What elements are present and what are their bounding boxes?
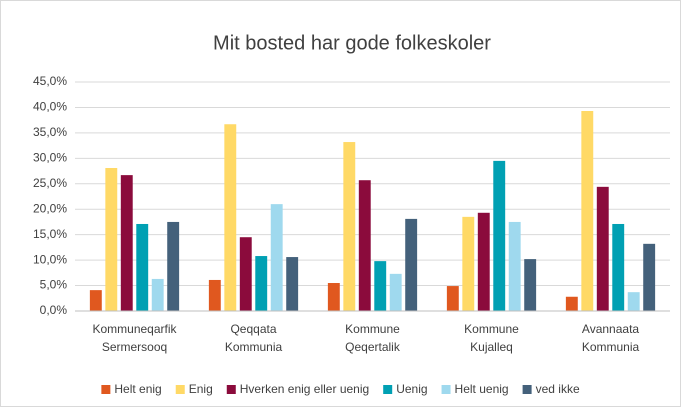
bar [327, 283, 340, 311]
legend-label: Enig [189, 382, 213, 396]
y-tick-label: 20,0% [33, 201, 67, 215]
bar [255, 256, 268, 311]
legend-swatch [441, 385, 451, 394]
legend-swatch [383, 385, 393, 394]
legend-swatch [101, 385, 111, 394]
bar [508, 221, 521, 311]
x-tick-label: Kommunia [582, 340, 640, 354]
bar [462, 216, 475, 311]
x-tick-label: Avannaata [582, 322, 639, 336]
bar [446, 286, 459, 311]
y-tick-label: 40,0% [33, 100, 67, 114]
bar [151, 278, 164, 311]
bar [120, 175, 133, 311]
legend-label: ved ikke [536, 382, 580, 396]
x-tick-label: Qeqqata [230, 322, 276, 336]
y-tick-label: 45,0% [33, 74, 67, 88]
y-tick-label: 0,0% [40, 303, 68, 317]
y-tick-label: 15,0% [33, 227, 67, 241]
bar [612, 223, 625, 311]
y-tick-label: 35,0% [33, 125, 67, 139]
chart-title: Mit bosted har gode folkeskoler [213, 32, 491, 54]
bar [343, 142, 356, 311]
bar [105, 168, 118, 311]
x-tick-label: Sermersooq [102, 340, 167, 354]
bar [405, 218, 418, 311]
bar [167, 221, 180, 311]
legend-label: Hverken enig eller uenig [240, 382, 369, 396]
y-tick-label: 10,0% [33, 252, 67, 266]
x-tick-label: Kujalleq [470, 340, 513, 354]
bar [208, 279, 221, 311]
bar [136, 223, 149, 311]
y-tick-label: 30,0% [33, 151, 67, 165]
bar [374, 261, 387, 311]
legend-label: Helt enig [114, 382, 161, 396]
x-tick-label: Kommunia [225, 340, 283, 354]
bar [596, 186, 609, 311]
bar [565, 296, 578, 311]
x-tick-label: Qeqertalik [345, 340, 401, 354]
bar [239, 237, 252, 311]
bar [358, 180, 371, 311]
legend-label: Uenig [396, 382, 427, 396]
bar [286, 257, 299, 311]
bar [224, 124, 237, 311]
legend-label: Helt uenig [455, 382, 509, 396]
legend-swatch [522, 385, 532, 394]
legend-swatch [226, 385, 236, 394]
bar [524, 259, 537, 311]
bar [270, 204, 283, 311]
bar [477, 212, 490, 311]
bar [581, 111, 594, 311]
legend-swatch [175, 385, 185, 394]
bar [643, 243, 656, 311]
bar [493, 160, 506, 311]
bar [389, 273, 402, 311]
bar [627, 292, 640, 311]
bar [89, 290, 102, 311]
y-tick-label: 5,0% [40, 278, 68, 292]
x-tick-label: Kommune [345, 322, 400, 336]
x-tick-label: Kommune [464, 322, 519, 336]
x-tick-label: Kommuneqarfik [92, 322, 177, 336]
y-tick-label: 25,0% [33, 176, 67, 190]
